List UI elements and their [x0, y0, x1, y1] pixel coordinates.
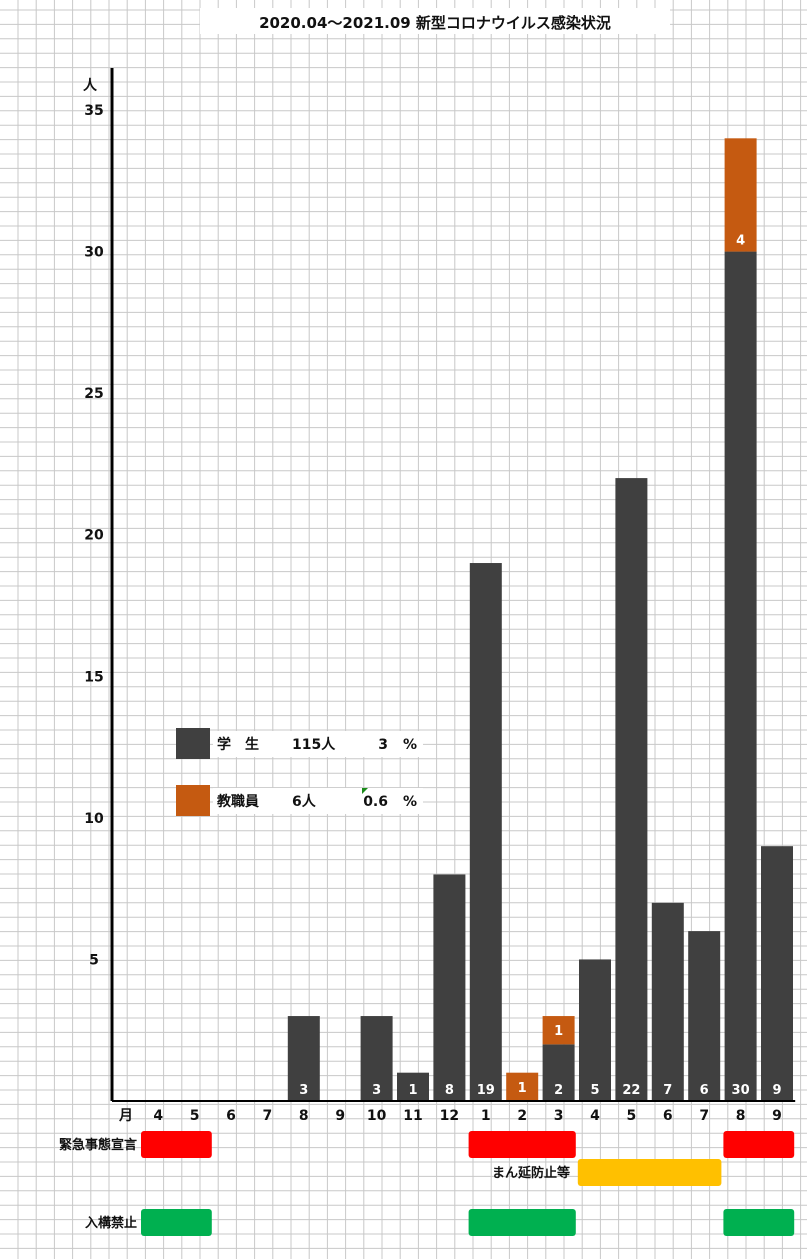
band-bar — [723, 1209, 795, 1236]
legend: 学 生 115人 3 % 教職員 6人 0.6% — [176, 728, 423, 816]
x-tick-label: 9 — [772, 1108, 782, 1124]
legend-row-bg — [213, 731, 423, 757]
legend-unit: % — [403, 794, 417, 810]
legend-pct: 3 — [378, 737, 388, 753]
cell-comment-marker — [362, 788, 368, 794]
bar-students — [615, 478, 648, 1102]
bar-staff — [542, 1016, 575, 1045]
x-tick-label: 1 — [481, 1108, 491, 1124]
legend-row-bg — [213, 788, 423, 814]
x-tick-label: 6 — [663, 1108, 673, 1124]
bar-label-students: 5 — [590, 1083, 599, 1098]
x-tick-label: 6 — [226, 1108, 236, 1124]
bar-label-students: 19 — [477, 1083, 495, 1098]
bars — [287, 138, 793, 1102]
x-tick-label: 2 — [517, 1108, 527, 1124]
band-bar — [468, 1131, 576, 1158]
y-tick-label: 30 — [84, 245, 104, 261]
bar-students — [287, 1016, 320, 1101]
bar-students — [360, 1016, 393, 1101]
x-tick-label: 5 — [627, 1108, 637, 1124]
y-tick-label: 5 — [89, 952, 99, 968]
title-bg — [200, 8, 670, 34]
bar-students — [469, 563, 502, 1101]
legend-name: 教職員 — [217, 793, 259, 810]
chart-title: 2020.04～2021.09 新型コロナウイルス感染状況 — [259, 14, 611, 32]
bar-staff — [724, 138, 757, 252]
x-tick-label: 8 — [299, 1108, 309, 1124]
legend-pct: 0.6 — [363, 794, 388, 810]
bar-staff — [506, 1072, 539, 1101]
bar-label-students: 3 — [299, 1083, 308, 1098]
legend-swatch — [176, 728, 210, 759]
y-tick-label: 20 — [84, 528, 104, 544]
legend-name: 学 生 — [217, 736, 259, 753]
bar-students — [397, 1072, 429, 1101]
bar-label-students: 9 — [772, 1083, 781, 1098]
bar-labels: 3 3 1 8 19 1 2 1 5 22 7 6 30 4 9 — [299, 234, 781, 1098]
band-bar — [723, 1131, 795, 1158]
band-bar — [468, 1209, 576, 1236]
legend-count: 115人 — [292, 736, 336, 753]
x-axis-label: 月 — [118, 1108, 133, 1124]
x-tick-label: 7 — [263, 1108, 273, 1124]
bar-students — [651, 902, 684, 1101]
band-bar — [141, 1209, 212, 1236]
band-bar — [141, 1131, 212, 1158]
bar-label-students: 2 — [554, 1083, 563, 1098]
bar-label-students: 1 — [408, 1083, 417, 1098]
bar-students — [433, 874, 466, 1101]
y-ticks: 5 10 15 20 25 30 35 — [84, 103, 104, 968]
bar-label-students: 3 — [372, 1083, 381, 1098]
x-tick-label: 12 — [440, 1108, 459, 1124]
legend-unit: % — [403, 737, 417, 753]
bar-label-students: 6 — [700, 1083, 709, 1098]
band-label: 緊急事態宣言 — [59, 1137, 137, 1153]
bar-students — [579, 959, 611, 1101]
bar-students — [724, 251, 757, 1102]
bar-label-students: 30 — [732, 1083, 750, 1098]
x-tick-label: 9 — [335, 1108, 345, 1124]
y-tick-label: 10 — [84, 811, 104, 827]
bar-label-staff: 1 — [554, 1024, 563, 1039]
bar-label-students: 22 — [622, 1083, 640, 1098]
band-label: 入構禁止 — [85, 1215, 137, 1231]
y-tick-label: 35 — [84, 103, 103, 119]
legend-count: 6人 — [292, 793, 317, 810]
x-tick-label: 5 — [190, 1108, 200, 1124]
bar-label-students: 7 — [663, 1083, 672, 1098]
bar-label-staff: 1 — [518, 1081, 527, 1096]
band-label: まん延防止等 — [492, 1165, 570, 1181]
x-tick-label: 4 — [590, 1108, 600, 1124]
x-tick-label: 10 — [367, 1108, 387, 1124]
axes — [110, 68, 796, 1102]
bar-label-staff: 4 — [736, 234, 745, 249]
x-ticks: 4 5 6 7 8 9 10 11 12 1 2 3 4 5 6 7 8 9 — [153, 1108, 782, 1124]
x-tick-label: 8 — [736, 1108, 746, 1124]
bar-students — [688, 931, 721, 1101]
y-tick-label: 25 — [84, 386, 103, 402]
x-tick-label: 11 — [403, 1108, 422, 1124]
legend-swatch — [176, 785, 210, 816]
bar-students — [542, 1044, 575, 1101]
y-tick-label: 15 — [84, 669, 103, 685]
y-axis-label: 人 — [83, 77, 98, 94]
x-tick-label: 4 — [153, 1108, 163, 1124]
x-tick-label: 7 — [699, 1108, 709, 1124]
bar-students — [761, 846, 793, 1101]
band-bar — [577, 1159, 722, 1186]
bar-label-students: 8 — [445, 1083, 454, 1098]
x-tick-label: 3 — [554, 1108, 564, 1124]
